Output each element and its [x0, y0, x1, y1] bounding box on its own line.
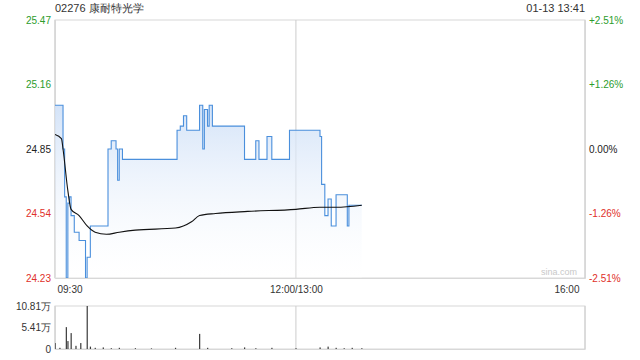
volume-bar: [59, 348, 60, 349]
tick-label: 24.85: [26, 144, 51, 155]
volume-bar: [320, 347, 321, 349]
tick: 09:30: [56, 278, 83, 295]
grid-line: [55, 306, 56, 349]
tick-label: -1.26%: [589, 208, 621, 219]
volume-bar: [295, 348, 296, 349]
axis-line: [55, 307, 56, 350]
x-axis: 09:30 12:00/13:00 16:00: [56, 278, 586, 295]
tick-label: 5.41万: [22, 322, 51, 333]
tick: 0.00%: [585, 144, 617, 155]
tick-label: 25.16: [26, 79, 51, 90]
volume-bar: [66, 327, 67, 349]
volume-frame: [55, 306, 585, 349]
axis-line: [585, 21, 586, 279]
tick-label: 16:00: [554, 284, 579, 295]
tick: 0: [45, 344, 55, 355]
tick-label: 09:30: [58, 284, 83, 295]
axis-line: [56, 278, 586, 279]
y-axis: 25.47 25.16 24.85 24.54 24.23: [26, 15, 56, 284]
tick: 24.85: [26, 144, 55, 155]
volume-bar: [231, 348, 232, 349]
tick: +1.26%: [585, 79, 623, 90]
volume-bar: [175, 348, 176, 349]
volume-bar: [67, 341, 68, 349]
volume-bar: [361, 348, 362, 349]
tick-label: 10.81万: [16, 301, 51, 312]
volume-area: [55, 306, 362, 349]
volume-bar: [255, 348, 256, 349]
volume-bar: [199, 334, 200, 349]
tick: 12:00/13:00: [270, 278, 323, 295]
price-area: [55, 105, 362, 278]
volume-bar: [328, 347, 329, 349]
volume-bar: [90, 347, 91, 349]
volume-y-axis: 10.81万 5.41万 0: [16, 301, 56, 355]
tick: 16:00: [554, 278, 585, 295]
price-line: [55, 105, 362, 278]
tick-label: +2.51%: [589, 15, 623, 26]
volume-bar: [111, 348, 112, 349]
tick: +2.51%: [585, 15, 623, 26]
tick: 24.54: [26, 208, 55, 219]
plot-frame: [55, 20, 585, 278]
volume-bar: [344, 348, 345, 349]
volume-bar: [352, 348, 353, 349]
chart: 02276 康耐特光学 01-13 13:41 25.47 25.16 24.85 24.…: [0, 0, 640, 360]
tick: 25.16: [26, 79, 55, 90]
volume-bar: [95, 348, 96, 349]
plot-area: [55, 105, 362, 278]
tick: 25.47: [26, 15, 55, 26]
volume-bar: [151, 348, 152, 349]
tick: -1.26%: [585, 208, 621, 219]
y2-axis: +2.51% +1.26% 0.00% -1.26% -2.51%: [585, 15, 623, 284]
volume-bar: [55, 343, 56, 349]
tick-label: +1.26%: [589, 79, 623, 90]
tick: 10.81万: [16, 301, 55, 312]
volume-bar: [87, 306, 88, 349]
tick-label: 25.47: [26, 15, 51, 26]
tick-label: 24.54: [26, 208, 51, 219]
annotation: sina.com: [541, 267, 577, 277]
axis-line: [56, 349, 586, 350]
tick-label: 24.23: [26, 273, 51, 284]
subtitle: 01-13 13:41: [526, 2, 585, 14]
average-line: [55, 134, 362, 234]
tick-label: -2.51%: [589, 273, 621, 284]
volume-bar: [119, 348, 120, 349]
tick: 24.23: [26, 273, 55, 284]
volume-bar: [244, 347, 245, 349]
tick-label: 0.00%: [589, 144, 617, 155]
tick-label: 12:00/13:00: [270, 284, 323, 295]
volume-bar: [103, 347, 104, 349]
volume-bar: [71, 333, 72, 349]
title: 02276 康耐特光学: [55, 2, 144, 14]
volume-bar: [271, 348, 272, 349]
tick: -2.51%: [585, 273, 621, 284]
volume-bar: [75, 346, 76, 349]
volume-bar: [336, 348, 337, 349]
tick-label: 0: [45, 344, 51, 355]
grid-line: [585, 306, 586, 349]
volume-bar: [80, 343, 81, 349]
grid-line: [585, 20, 586, 278]
volume-bar: [207, 348, 208, 349]
grid-line: [295, 306, 296, 349]
tick: 5.41万: [22, 322, 55, 333]
volume-bar: [135, 348, 136, 349]
